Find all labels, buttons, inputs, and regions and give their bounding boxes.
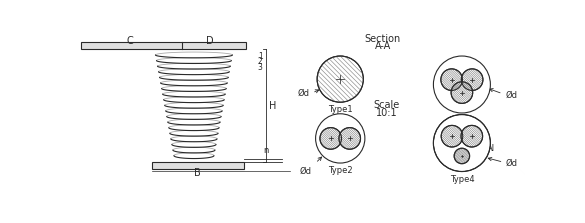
Circle shape [317,56,363,102]
Text: Scale: Scale [373,100,400,110]
Text: 1: 1 [258,52,263,60]
Circle shape [433,56,490,113]
Text: D: D [205,36,213,46]
Text: Type3: Type3 [449,116,474,125]
Circle shape [441,69,462,91]
Text: C: C [126,36,133,46]
Text: A-A: A-A [374,41,391,51]
Circle shape [433,115,490,171]
Text: B: B [194,168,201,178]
Text: 2: 2 [258,57,263,66]
Text: Ød: Ød [297,89,309,97]
Text: H: H [269,101,276,111]
Circle shape [441,125,463,147]
Text: Section: Section [364,35,401,44]
Text: Ød: Ød [506,159,518,167]
Circle shape [339,128,360,149]
Text: Al: Al [471,144,495,153]
Circle shape [451,82,473,103]
Bar [152,162,244,169]
Text: Type1: Type1 [328,105,353,114]
Circle shape [462,69,483,91]
Circle shape [320,128,342,149]
Bar [81,42,246,49]
Text: 3: 3 [258,63,263,72]
Text: Type4: Type4 [450,175,474,184]
Text: Ød: Ød [506,91,518,100]
Circle shape [461,125,483,147]
Text: n: n [263,146,269,155]
Circle shape [454,148,470,164]
Text: 10:1: 10:1 [376,108,397,118]
Text: Type2: Type2 [328,166,353,175]
Text: Ød: Ød [300,167,312,176]
Circle shape [315,114,365,163]
